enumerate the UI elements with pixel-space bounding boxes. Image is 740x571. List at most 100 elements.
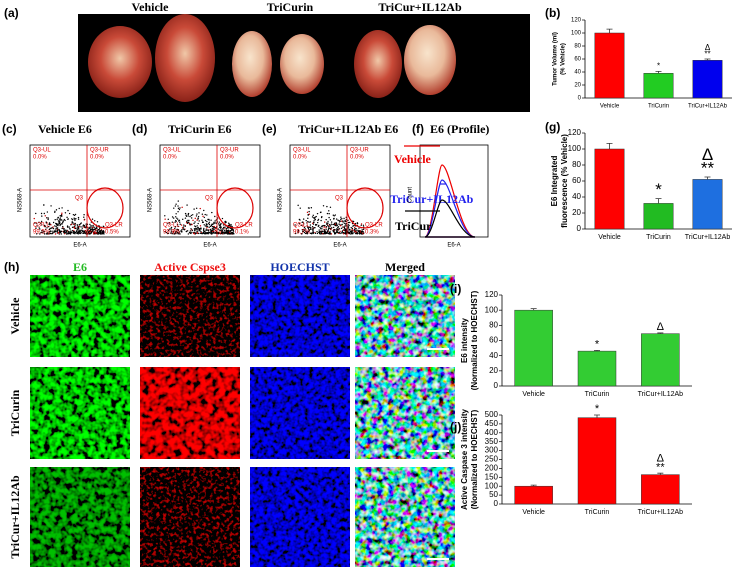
event-dot: [70, 232, 73, 234]
event-dot: [222, 226, 225, 229]
event-dot: [73, 214, 76, 217]
event-dot: [362, 232, 364, 234]
event-dot: [43, 230, 45, 233]
event-dot: [186, 230, 189, 232]
event-dot: [199, 207, 201, 210]
flow-title: TriCurin E6: [168, 122, 231, 136]
event-dot: [197, 232, 200, 235]
quadrant-pct: 0.0%: [293, 155, 307, 161]
event-dot: [93, 229, 95, 231]
event-dot: [66, 229, 68, 232]
event-dot: [327, 225, 329, 227]
x-tick-label: Vehicle: [600, 104, 620, 110]
event-dot: [189, 230, 192, 232]
annotation: **: [701, 159, 715, 178]
event-dot: [206, 229, 209, 231]
event-dot: [344, 228, 346, 230]
event-dot: [178, 208, 181, 211]
event-dot: [67, 232, 69, 234]
y-tick-label: 0: [494, 499, 499, 508]
event-dot: [180, 230, 182, 232]
event-dot: [313, 227, 315, 229]
gate: [346, 187, 384, 229]
event-dot: [207, 229, 210, 232]
event-dot: [74, 218, 76, 220]
event-dot: [219, 231, 221, 233]
event-dot: [206, 226, 208, 229]
event-dot: [336, 224, 339, 227]
event-dot: [81, 229, 83, 232]
quadrant-pct: 0.0%: [220, 155, 234, 161]
event-dot: [61, 222, 63, 225]
event-dot: [164, 231, 166, 233]
event-dot: [318, 231, 321, 234]
event-dot: [355, 228, 357, 230]
event-dot: [321, 228, 323, 230]
event-dot: [81, 230, 84, 233]
tumor: [354, 30, 402, 98]
event-dot: [192, 232, 195, 234]
event-dot: [308, 221, 310, 223]
event-dot: [179, 223, 181, 225]
event-dot: [67, 209, 69, 212]
event-dot: [61, 227, 63, 230]
quadrant-label: Q3-UR: [350, 148, 369, 154]
event-dot: [190, 217, 193, 219]
event-dot: [224, 226, 226, 228]
error-bar: [657, 332, 664, 334]
quadrant-label: Q3-UL: [33, 148, 51, 154]
event-dot: [83, 226, 85, 228]
event-dot: [70, 230, 72, 232]
event-dot: [228, 223, 231, 225]
micrograph: [30, 367, 130, 459]
event-dot: [39, 228, 41, 230]
quadrant-pct: 0.0%: [90, 155, 104, 161]
event-dot: [304, 228, 307, 230]
event-dot: [208, 221, 211, 223]
event-dot: [190, 223, 192, 225]
event-dot: [73, 217, 75, 219]
event-dot: [338, 228, 341, 230]
event-dot: [326, 212, 329, 215]
event-dot: [301, 229, 304, 231]
event-dot: [99, 230, 101, 233]
event-dot: [309, 226, 311, 228]
error-bar: [606, 28, 613, 33]
gate-label: Q3: [205, 196, 214, 202]
event-dot: [321, 225, 323, 228]
event-dot: [341, 218, 343, 220]
panel-label: (f): [412, 122, 424, 136]
y-axis-label: Count: [408, 187, 414, 203]
event-dot: [337, 231, 339, 234]
event-dot: [230, 229, 232, 232]
event-dot: [40, 212, 43, 215]
event-dot: [230, 225, 233, 227]
event-dot: [198, 230, 200, 232]
error-bar: [594, 349, 600, 352]
y-tick-label: 250: [485, 455, 499, 464]
event-dot: [176, 223, 179, 226]
event-dot: [347, 229, 349, 231]
event-dot: [85, 223, 87, 225]
event-dot: [174, 205, 177, 207]
event-dot: [68, 226, 70, 228]
annotation: Δ: [657, 452, 665, 464]
event-dot: [46, 217, 48, 219]
event-dot: [199, 225, 202, 227]
error-bar: [704, 176, 711, 180]
event-dot: [103, 233, 105, 235]
quadrant-label: Q3-LL: [293, 223, 310, 229]
event-dot: [225, 229, 228, 231]
event-dot: [303, 231, 306, 234]
y-tick-label: 500: [485, 410, 499, 419]
bar: [692, 60, 723, 99]
event-dot: [347, 226, 350, 228]
event-dot: [35, 227, 37, 230]
y-tick-label: 80: [572, 160, 581, 169]
event-dot: [49, 232, 52, 235]
event-dot: [212, 223, 214, 225]
event-dot: [48, 222, 51, 224]
event-dot: [197, 217, 199, 219]
event-dot: [347, 227, 349, 229]
event-dot: [214, 220, 216, 222]
